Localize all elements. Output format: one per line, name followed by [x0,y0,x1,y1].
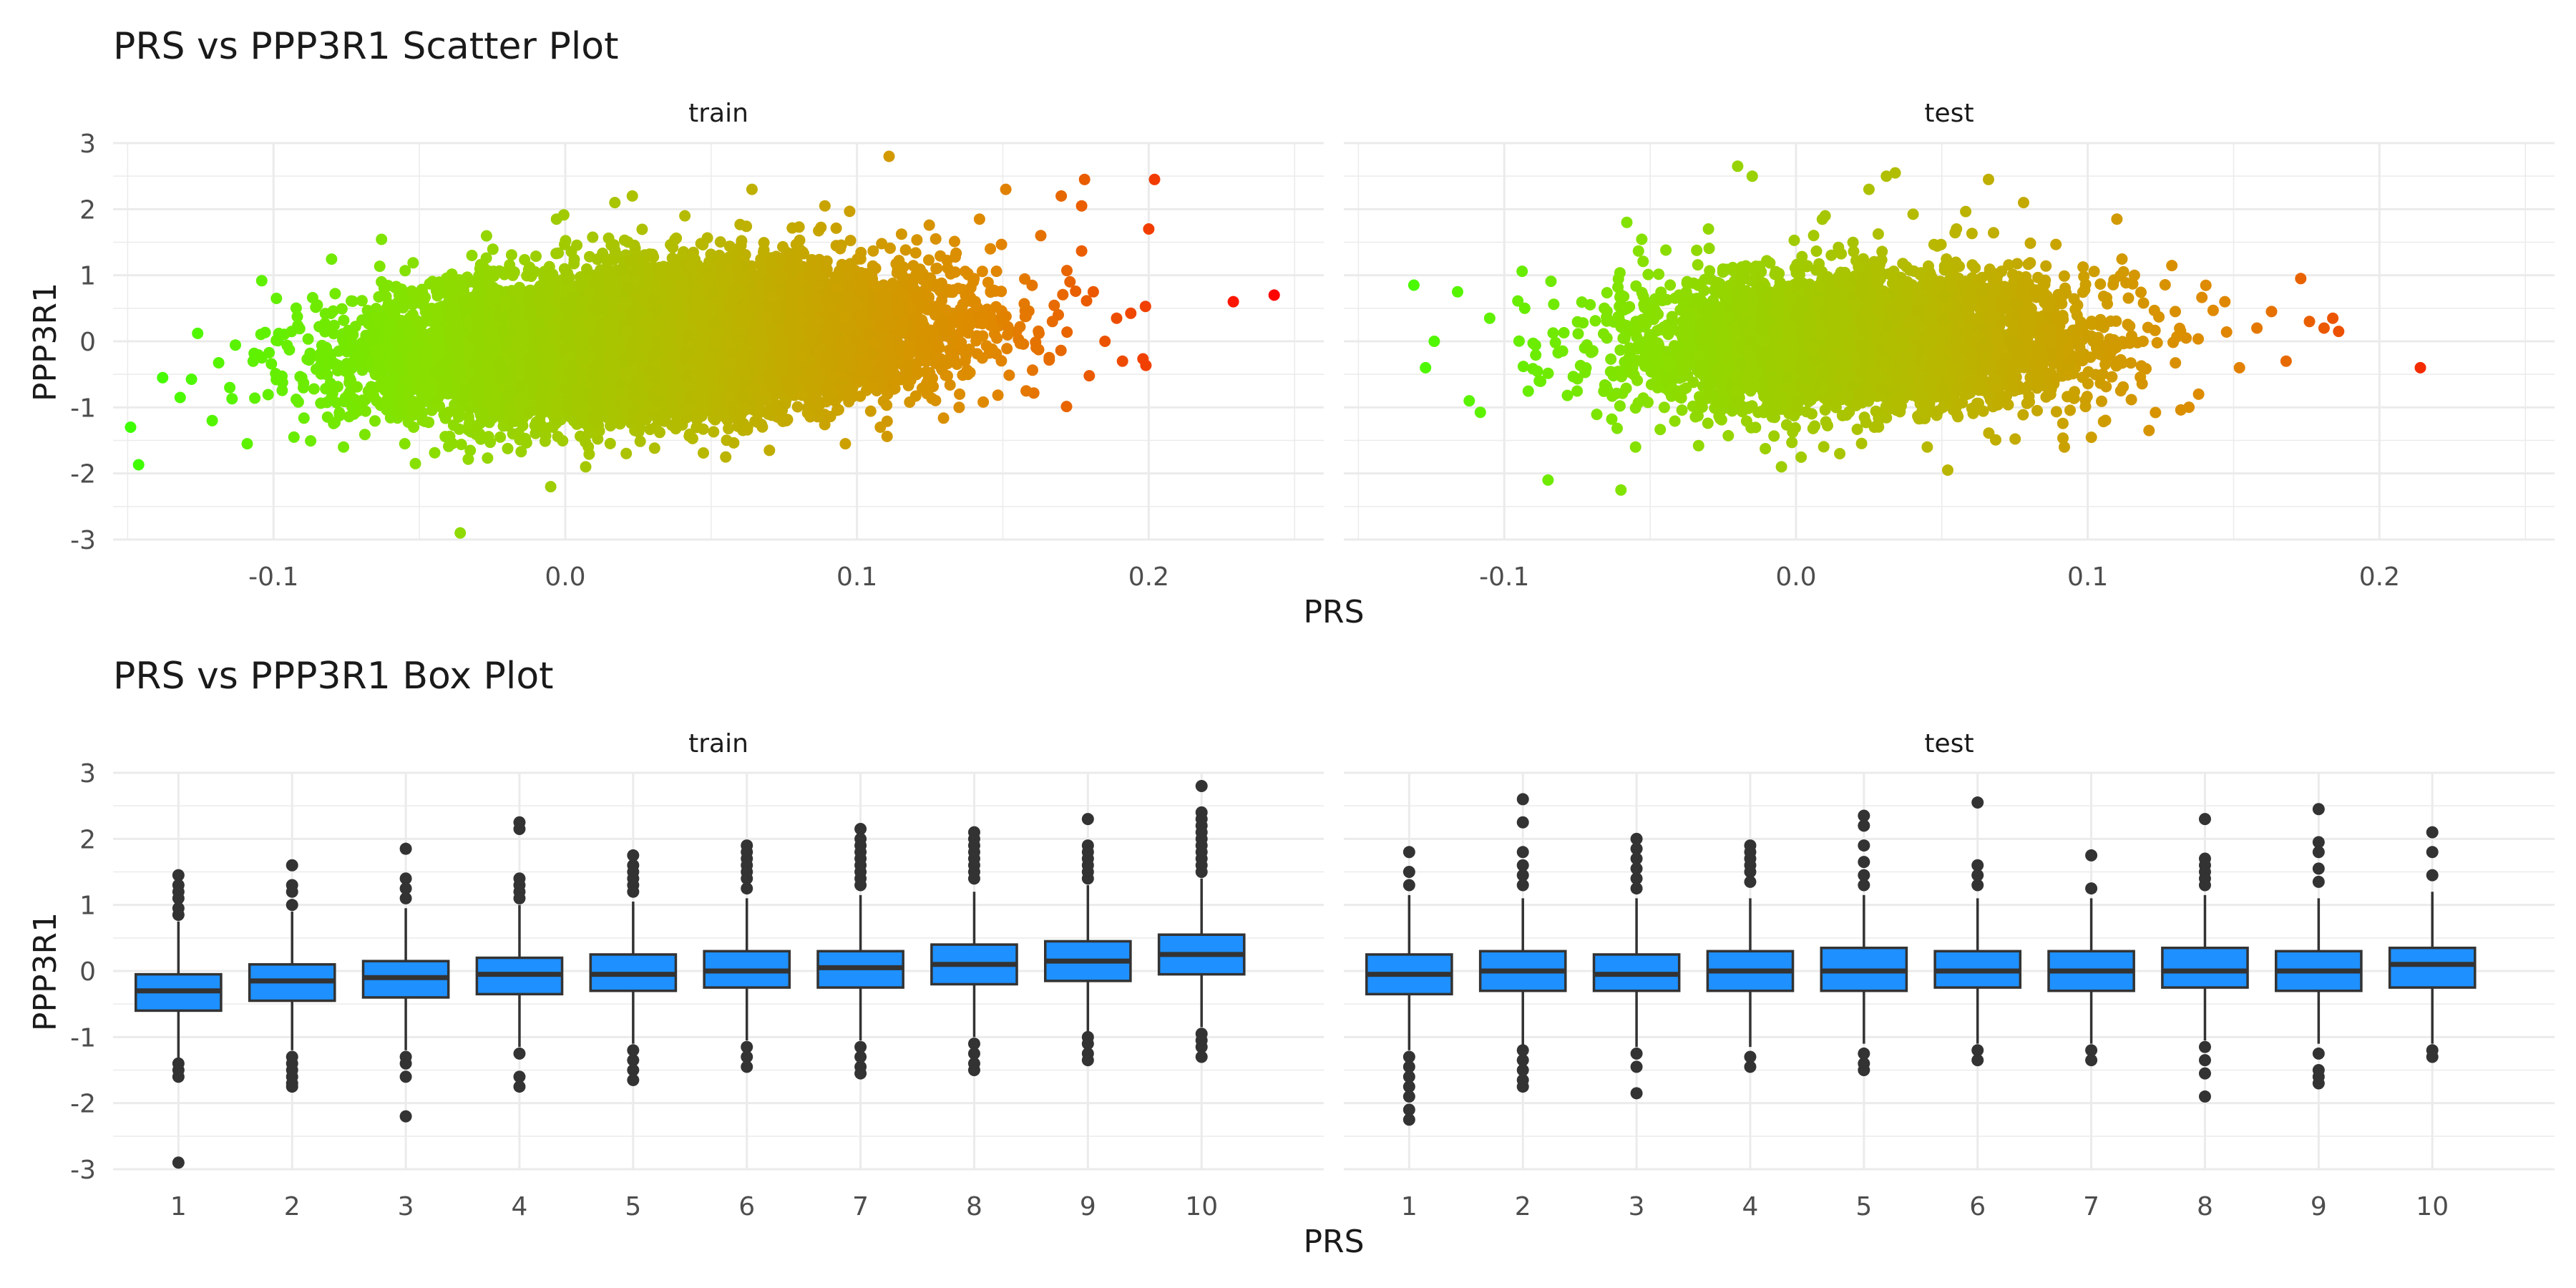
scatter-point [262,389,274,401]
scatter-point [583,448,595,460]
scatter-point [308,383,320,395]
scatter-point [909,247,922,259]
scatter-point [291,311,303,323]
scatter-point [907,260,919,272]
scatter-point [560,235,572,247]
scatter-point [226,393,238,405]
scatter-point [302,333,314,345]
scatter-point [777,240,789,253]
scatter-point [230,339,241,351]
scatter-point [1061,326,1073,338]
scatter-point [1070,286,1082,297]
scatter-point [429,447,441,459]
scatter-point [991,332,1003,344]
scatter-strip-label-train: train [688,99,748,128]
scatter-point [723,423,735,434]
scatter-point [954,388,966,400]
scatter-point [1061,265,1073,277]
scatter-point [358,429,371,441]
scatter-point [132,459,145,471]
scatter-point [895,228,907,240]
scatter-panel-train: train -0.1 0.0 0.1 0.2 [113,99,1324,592]
scatter-point [620,447,633,459]
scatter-point [698,447,709,459]
scatter-point [249,392,261,404]
scatter-point [265,358,278,370]
scatter-point [505,249,517,261]
scatter-point [329,288,341,300]
scatter-plot-title: PRS vs PPP3R1 Scatter Plot [113,25,618,68]
scatter-point [1001,343,1013,355]
scatter-point [494,431,507,443]
scatter-point [328,328,340,340]
scatter-point [1060,401,1073,413]
scatter-point [213,357,225,369]
scatter-train-points [125,150,1280,539]
scatter-point [255,275,268,287]
scatter-point [305,435,317,447]
scatter-point [283,343,296,356]
scatter-point [439,431,452,443]
scatter-point [899,244,912,256]
